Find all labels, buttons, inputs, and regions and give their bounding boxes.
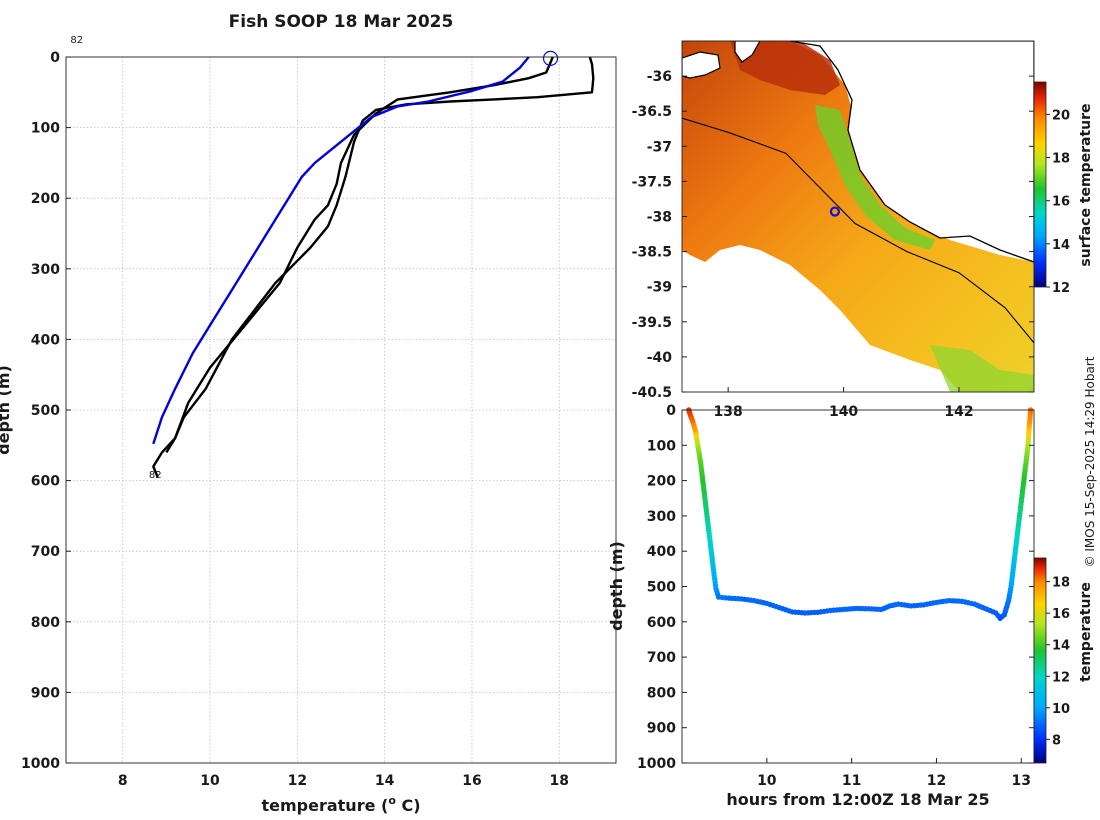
current-position-marker [829,206,841,217]
profile-ytick-label: 900 [31,685,60,701]
cool-south-patch [930,345,1034,392]
profile-xtick-label: 18 [550,773,569,789]
timeseries-ytick-label: 600 [647,615,676,631]
profile-xtick-label: 16 [462,773,481,789]
profile-panel: 82 82 8 10 12 14 16 18 0 100 200 300 400 500 600 700 80… [0,35,617,815]
profile-xtick-label: 14 [375,773,395,789]
land-victoria [789,41,1034,263]
map-colorbar-tick-label: 20 [1052,108,1070,123]
profile-series-model [152,56,530,445]
warm-core [730,41,840,95]
map-ytick-label: -40.5 [632,385,672,401]
timeseries-xtick-label: 13 [1012,773,1031,789]
timeseries-ytick-label: 300 [647,509,676,525]
map-image [682,41,1034,392]
map-xtick-label: 142 [944,404,973,420]
timeseries-ytick-label: 900 [647,721,676,737]
timeseries-colorbar-tick-label: 8 [1052,733,1061,748]
cool-coastal-band [815,105,935,250]
map-ytick-label: -38.5 [632,245,672,261]
profile-ytick-label: 1000 [21,756,60,772]
timeseries-axes-frame [681,409,1035,764]
timeseries-ylabel: depth (m) [607,541,626,631]
timeseries-ticks: 0 100 200 300 400 500 600 700 800 900 1000 10 11 12 13 [637,403,1034,789]
timeseries-colorbar-label: temperature [1078,582,1094,682]
timeseries-ytick-label: 500 [647,580,676,596]
map-colorbar-tick-label: 16 [1052,195,1070,210]
timeseries-ytick-label: 700 [647,650,676,666]
timeseries-plot-area [686,407,1034,621]
map-ytick-label: -36.5 [632,104,672,120]
map-xtick-label: 140 [829,404,858,420]
map-colorbar-label: surface temperature [1078,103,1094,266]
profile-xtick-label: 8 [118,773,128,789]
timeseries-ytick-label: 1000 [637,756,676,772]
timeseries-colorbar-tick-label: 18 [1052,576,1070,591]
timeseries-colorbar-tick-label: 16 [1052,607,1070,622]
profile-annotation: 82 [70,35,83,46]
profile-ytick-label: 800 [31,615,60,631]
map-ytick-label: -37 [647,139,672,155]
map-ytick-label: -36 [647,69,672,85]
timeseries-xlabel: hours from 12:00Z 18 Mar 25 [726,790,989,809]
map-ytick-label: -37.5 [632,174,672,190]
profile-xtick-label: 10 [200,773,220,789]
timeseries-colorbar-tick-label: 10 [1052,702,1070,717]
profile-xtick-label: 12 [288,773,307,789]
map-xtick-label: 138 [714,404,743,420]
timeseries-colorbar [1033,557,1047,764]
profile-plot-area: 82 82 [70,35,595,481]
profile-ylabel: depth (m) [0,365,13,455]
map-colorbar-tick-label: 18 [1052,152,1070,167]
map-ytick-label: -39.5 [632,315,672,331]
map-colorbar-ticks: 12 14 16 18 20 [1046,108,1070,296]
timeseries-ytick-label: 0 [666,403,676,419]
timeseries-xtick-label: 11 [842,773,861,789]
timeseries-colorbar-tick-label: 14 [1052,639,1070,654]
vessel-track [682,117,1034,344]
profile-ytick-label: 200 [31,191,60,207]
profile-xlabel: temperature (o C) [261,794,420,815]
map-colorbar-tick-label: 14 [1052,238,1070,253]
timeseries-ytick-label: 100 [647,438,676,454]
timeseries-panel: 0 100 200 300 400 500 600 700 800 900 1000 10 11 12 13… [607,403,1094,809]
timeseries-ytick-label: 800 [647,685,676,701]
profile-ticks: 8 10 12 14 16 18 0 100 200 300 400 500 600 700 800 900 1… [21,50,569,789]
profile-ytick-label: 100 [31,121,60,137]
timeseries-xtick-label: 12 [927,773,946,789]
timeseries-ytick-label: 200 [647,474,676,490]
profile-ytick-label: 300 [31,262,60,278]
timeseries-colorbar-tick-label: 12 [1052,670,1070,685]
profile-series-ascent [165,56,554,454]
timeseries-xtick-label: 10 [757,773,777,789]
map-ytick-label: -38 [647,210,672,226]
land-fleurieu [734,41,761,63]
map-panel: -36 -36.5 -37 -37.5 -38 -38.5 -39 -39.5 -40 -40.5… [632,40,1094,420]
timeseries-colorbar-ticks: 8 10 12 14 16 18 [1046,576,1070,748]
profile-ytick-label: 700 [31,544,60,560]
map-colorbar [1033,81,1047,288]
profile-ytick-label: 500 [31,403,60,419]
map-colorbar-tick-label: 12 [1052,281,1070,296]
map-ytick-label: -40 [647,350,673,366]
credit-text: © IMOS 15-Sep-2025 14:29 Hobart [1083,356,1097,567]
sst-field [682,41,1034,392]
profile-ytick-label: 0 [50,50,60,66]
profile-ytick-label: 400 [31,332,60,348]
profile-series-descent [152,56,595,478]
profile-ytick-label: 600 [31,474,60,490]
timeseries-ytick-label: 400 [647,544,676,560]
map-ticks: -36 -36.5 -37 -37.5 -38 -38.5 -39 -39.5 -40 -40.5… [632,69,1034,420]
profile-annotation: 82 [149,470,162,481]
map-ytick-label: -39 [647,280,672,296]
profile-start-marker [542,50,559,67]
chart-title: Fish SOOP 18 Mar 2025 [229,12,454,32]
